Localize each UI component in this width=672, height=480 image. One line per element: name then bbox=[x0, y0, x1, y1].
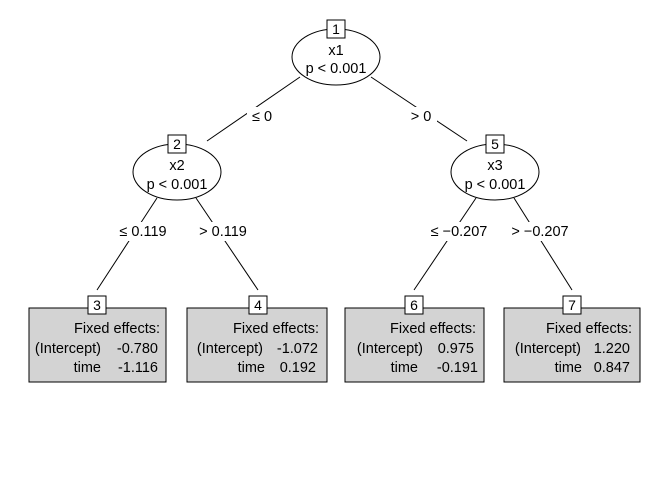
inner-node-1: x1 p < 0.001 1 bbox=[291, 19, 381, 86]
edge-2-3 bbox=[96, 197, 158, 291]
edge-label-2-4: > 0.119 bbox=[199, 224, 247, 240]
inner-node-5: x3 p < 0.001 5 bbox=[450, 134, 540, 201]
inner-node-2: x2 p < 0.001 2 bbox=[132, 134, 222, 201]
terminal-node-3: Fixed effects: (Intercept) -0.780 time -… bbox=[28, 295, 167, 383]
node-id: 1 bbox=[332, 21, 340, 37]
node-id-box bbox=[485, 134, 505, 154]
edge-label-bg bbox=[423, 222, 495, 241]
edge-label-bg bbox=[192, 222, 254, 241]
node-variable: x2 bbox=[169, 158, 184, 174]
terminal-node-4: Fixed effects: (Intercept) -1.072 time 0… bbox=[186, 295, 328, 383]
intercept-label: (Intercept) bbox=[515, 341, 581, 357]
intercept-value: -1.072 bbox=[277, 341, 318, 357]
edge-label-bg bbox=[112, 222, 174, 241]
edge-label-bg bbox=[247, 107, 277, 126]
leaf-heading: Fixed effects: bbox=[233, 321, 319, 337]
node-id-box bbox=[167, 134, 187, 154]
intercept-label: (Intercept) bbox=[357, 341, 423, 357]
node-variable: x3 bbox=[487, 158, 502, 174]
edge-label-5-6: ≤ −0.207 bbox=[431, 224, 488, 240]
node-p-value: p < 0.001 bbox=[465, 177, 526, 193]
edge-5-7 bbox=[513, 197, 573, 291]
node-id: 3 bbox=[93, 297, 101, 313]
leaf-box bbox=[503, 307, 641, 383]
edge-5-6 bbox=[413, 197, 477, 291]
leaf-heading: Fixed effects: bbox=[546, 321, 632, 337]
time-label: time bbox=[74, 360, 101, 376]
node-id: 5 bbox=[491, 136, 499, 152]
node-p-value: p < 0.001 bbox=[306, 61, 367, 77]
node-id: 6 bbox=[410, 297, 418, 313]
time-value: 0.847 bbox=[594, 360, 630, 376]
node-id-box bbox=[404, 295, 424, 315]
intercept-value: 1.220 bbox=[594, 341, 630, 357]
node-id: 4 bbox=[254, 297, 262, 313]
time-value: 0.192 bbox=[280, 360, 316, 376]
edge-label-5-7: > −0.207 bbox=[511, 224, 568, 240]
edge-label-1-2: ≤ 0 bbox=[252, 109, 272, 125]
leaf-box bbox=[28, 307, 167, 383]
intercept-label: (Intercept) bbox=[35, 341, 101, 357]
intercept-label: (Intercept) bbox=[197, 341, 263, 357]
time-value: -0.191 bbox=[437, 360, 478, 376]
edge-labels: ≤ 0 > 0 ≤ 0.119 > 0.119 ≤ −0.207 > −0.20… bbox=[112, 107, 577, 241]
node-id-box bbox=[562, 295, 582, 315]
time-label: time bbox=[238, 360, 265, 376]
node-id: 2 bbox=[173, 136, 181, 152]
intercept-value: 0.975 bbox=[438, 341, 474, 357]
edge-label-2-3: ≤ 0.119 bbox=[119, 224, 166, 240]
leaf-box bbox=[344, 307, 485, 383]
node-id-box bbox=[326, 19, 346, 39]
leaf-heading: Fixed effects: bbox=[74, 321, 160, 337]
node-variable: x1 bbox=[328, 43, 343, 59]
time-value: -1.116 bbox=[118, 360, 158, 376]
time-label: time bbox=[391, 360, 418, 376]
time-label: time bbox=[555, 360, 582, 376]
tree-edges bbox=[96, 76, 573, 291]
terminal-node-6: Fixed effects: (Intercept) 0.975 time -0… bbox=[344, 295, 485, 383]
leaf-box bbox=[186, 307, 328, 383]
node-p-value: p < 0.001 bbox=[147, 177, 208, 193]
edge-label-bg bbox=[503, 222, 577, 241]
edge-2-4 bbox=[195, 197, 259, 291]
node-id-box bbox=[248, 295, 268, 315]
node-id-box bbox=[87, 295, 107, 315]
edge-label-1-5: > 0 bbox=[411, 109, 432, 125]
edge-label-bg bbox=[405, 107, 437, 126]
node-id: 7 bbox=[568, 297, 576, 313]
terminal-node-7: Fixed effects: (Intercept) 1.220 time 0.… bbox=[503, 295, 641, 383]
intercept-value: -0.780 bbox=[117, 341, 158, 357]
leaf-heading: Fixed effects: bbox=[390, 321, 476, 337]
